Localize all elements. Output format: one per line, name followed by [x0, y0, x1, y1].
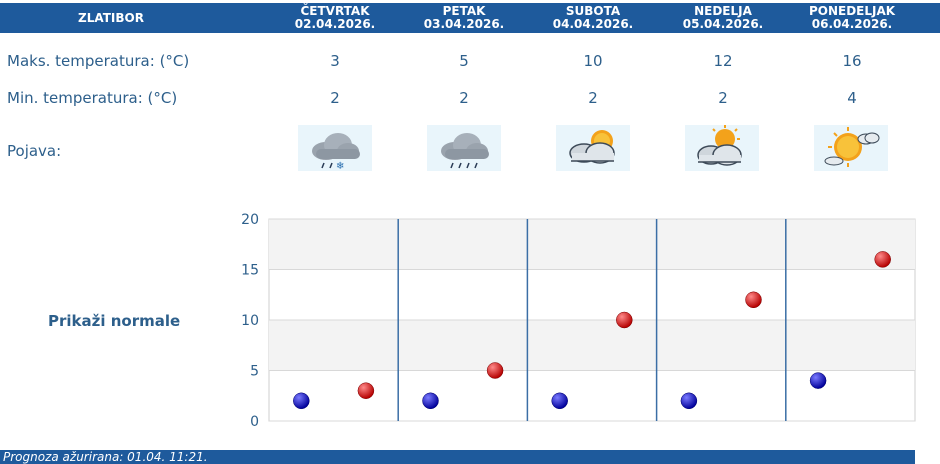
day-header-1: ČETVRTAK 02.04.2026.: [270, 3, 400, 33]
day-name: PONEDELJAK: [808, 4, 896, 18]
y-tick-label: 5: [250, 364, 259, 380]
day-date: 02.04.2026.: [294, 17, 376, 31]
min-temp-value: 2: [588, 89, 598, 107]
min-temp-marker: [293, 392, 310, 410]
day-name: NEDELJA: [694, 4, 752, 18]
day-name: PETAK: [442, 4, 486, 18]
weather-row: Pojava: ❄: [0, 125, 940, 173]
max-temp-value: 3: [330, 52, 340, 70]
day-header-2: PETAK 03.04.2026.: [399, 3, 529, 33]
min-temp-value: 2: [459, 89, 469, 107]
max-temp-marker: [486, 362, 504, 379]
day-date: 03.04.2026.: [423, 17, 505, 31]
max-temp-value: 12: [713, 52, 733, 70]
day-header-4: NEDELJA 05.04.2026.: [658, 3, 788, 33]
location-title: ZLATIBOR: [78, 10, 144, 25]
min-temp-value: 2: [330, 89, 340, 107]
max-temp-marker: [874, 251, 891, 268]
forecast-header: ZLATIBOR ČETVRTAK 02.04.2026. PETAK 03.0…: [0, 3, 940, 33]
svg-text:❄: ❄: [336, 161, 344, 171]
max-temp-value: 10: [583, 52, 603, 70]
y-tick-label: 20: [241, 212, 259, 228]
min-temp-marker: [551, 392, 568, 410]
show-normals-link[interactable]: Prikaži normale: [48, 312, 181, 330]
plot-band: [269, 219, 915, 270]
max-temp-marker: [616, 311, 633, 329]
min-temp-label: Min. temperatura: (°C): [7, 89, 178, 107]
cloud-snow-icon: ❄: [298, 125, 372, 172]
sun-cloud-icon: [814, 125, 888, 171]
plot-area: [268, 218, 916, 422]
max-temp-value: 16: [842, 52, 862, 70]
min-temp-value: 2: [718, 89, 728, 107]
cloud-rain-icon: [427, 125, 501, 171]
y-tick-label: 15: [241, 263, 259, 279]
weather-label: Pojava:: [7, 142, 62, 160]
max-temp-label: Maks. temperatura: (°C): [7, 52, 190, 70]
min-temp-marker: [680, 392, 698, 410]
day-header-3: SUBOTA 04.04.2026.: [528, 3, 658, 33]
day-name: SUBOTA: [565, 4, 621, 18]
day-date: 05.04.2026.: [682, 17, 764, 31]
plot-band: [269, 320, 915, 371]
min-temp-marker: [809, 372, 827, 389]
max-temp-marker: [745, 291, 762, 309]
y-tick-label: 0: [250, 414, 259, 430]
max-temp-value: 5: [459, 52, 469, 70]
forecast-updated: Prognoza ažurirana: 01.04. 11:21.: [0, 450, 915, 464]
y-tick-label: 10: [241, 313, 259, 329]
day-date: 06.04.2026.: [811, 17, 893, 31]
partly-sunny-icon: [685, 125, 759, 171]
day-header-5: PONEDELJAK 06.04.2026.: [787, 3, 917, 33]
min-temp-value: 4: [847, 89, 857, 107]
partly-sunny-icon: [556, 125, 630, 171]
min-temp-marker: [422, 392, 439, 410]
plot-band: [269, 219, 915, 270]
max-temp-marker: [357, 382, 375, 399]
day-date: 04.04.2026.: [552, 17, 634, 31]
day-name: ČETVRTAK: [300, 4, 370, 18]
